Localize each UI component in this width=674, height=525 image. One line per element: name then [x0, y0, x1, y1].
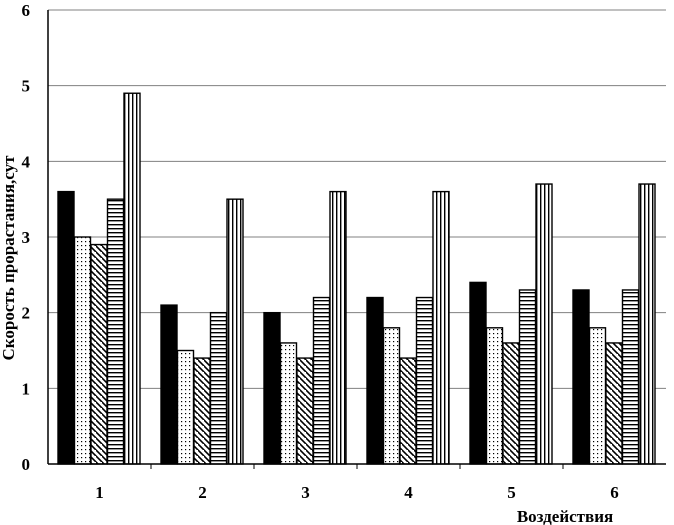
bar-solid-1 — [57, 190, 75, 465]
x-tick-label: 5 — [507, 483, 516, 502]
bar-diagonal-6 — [605, 342, 623, 465]
bar-horizontal-2 — [209, 311, 228, 465]
y-tick-label: 6 — [22, 1, 31, 20]
bar-diagonal-1 — [90, 243, 108, 465]
y-tick-label: 4 — [22, 152, 31, 171]
x-tick-label: 3 — [301, 483, 310, 502]
y-tick-label: 5 — [22, 77, 31, 96]
bar-vertical-3 — [329, 190, 347, 465]
x-tick-label: 6 — [610, 483, 619, 502]
bar-horizontal-1 — [106, 198, 125, 465]
bar-vertical-1 — [123, 92, 141, 465]
tick-labels: 0 1 2 3 4 5 6 1 2 3 4 5 6 — [22, 1, 619, 502]
bar-solid-2 — [160, 304, 178, 465]
x-tick-label: 2 — [198, 483, 207, 502]
bar-horizontal-4 — [415, 296, 434, 465]
bar-dots-3 — [279, 342, 298, 465]
bar-diagonal-5 — [502, 342, 520, 465]
bar-horizontal-6 — [621, 289, 640, 465]
bar-dots-6 — [588, 327, 607, 465]
bar-dots-2 — [176, 349, 195, 465]
bar-solid-4 — [366, 296, 384, 465]
gridlines — [48, 9, 666, 389]
bar-horizontal-3 — [312, 296, 331, 465]
x-tick-label: 4 — [404, 483, 413, 502]
bar-dots-4 — [382, 327, 401, 465]
bars — [57, 92, 656, 465]
bar-diagonal-3 — [296, 357, 314, 465]
bar-diagonal-4 — [399, 357, 417, 465]
bar-dots-5 — [485, 327, 504, 465]
bar-vertical-4 — [432, 190, 450, 465]
bar-solid-6 — [572, 289, 590, 465]
bar-solid-3 — [263, 311, 281, 465]
y-tick-label: 2 — [22, 304, 31, 323]
bar-solid-5 — [469, 281, 487, 465]
bar-dots-1 — [73, 236, 92, 465]
bar-vertical-2 — [226, 198, 244, 465]
y-axis-title: Скорость прорастания,сут — [0, 155, 18, 361]
axes — [47, 10, 666, 469]
y-tick-label: 3 — [22, 228, 31, 247]
x-tick-label: 1 — [95, 483, 104, 502]
bar-diagonal-2 — [193, 357, 211, 465]
x-axis-title: Воздействия — [517, 507, 613, 525]
bar-horizontal-5 — [518, 289, 537, 465]
bar-vertical-6 — [638, 183, 656, 465]
y-tick-label: 1 — [22, 379, 31, 398]
y-tick-label: 0 — [22, 455, 31, 474]
bar-vertical-5 — [535, 183, 553, 465]
